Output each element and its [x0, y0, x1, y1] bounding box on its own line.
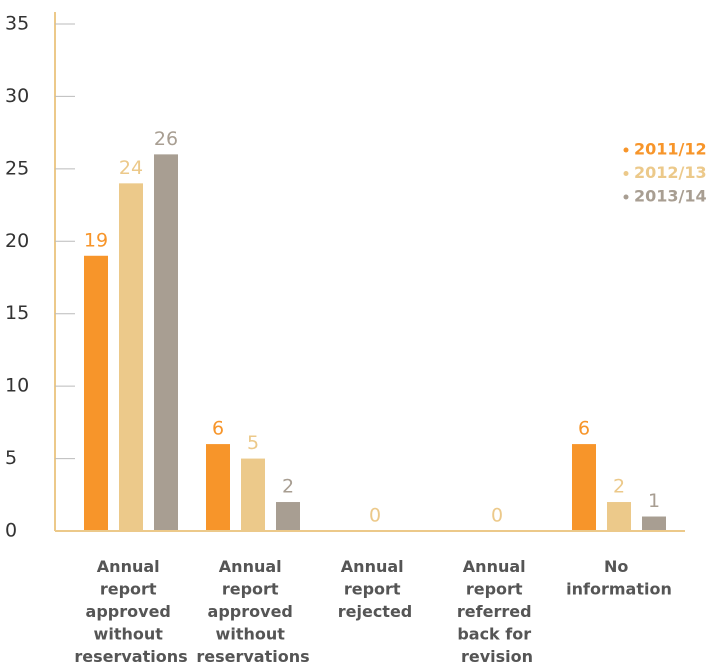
bar — [642, 516, 666, 531]
x-tick-line: reservations — [74, 647, 187, 666]
legend-dot — [623, 171, 629, 176]
x-tick-label: Annual report approved without reservati… — [74, 557, 187, 666]
bar — [607, 502, 631, 531]
y-tick-label: 5 — [5, 447, 17, 469]
value-label: 6 — [212, 418, 224, 440]
y-tick-label: 25 — [5, 157, 29, 179]
x-tick-line: revision — [461, 647, 533, 666]
x-tick-line: report — [222, 579, 284, 598]
y-tick-label: 0 — [5, 520, 17, 542]
x-tick-line: information — [566, 579, 672, 598]
legend-dot — [623, 147, 629, 153]
y-tick-label: 15 — [5, 302, 29, 324]
legend-label: 2012/13 — [634, 163, 707, 182]
value-label: 19 — [84, 229, 108, 251]
legend-dot — [623, 194, 629, 200]
x-tick-line: Annual — [341, 557, 409, 576]
y-tick-label: 35 — [5, 13, 29, 35]
value-label: 0 — [369, 505, 381, 527]
bar — [206, 444, 230, 531]
value-label: 2 — [613, 476, 625, 498]
x-tick-line: back for — [457, 624, 536, 643]
x-tick-line: approved — [208, 602, 299, 621]
y-tick-label: 20 — [5, 230, 29, 252]
x-tick-line: reservations — [196, 647, 309, 666]
x-tick-label: Annual report approved without reservati… — [196, 557, 309, 666]
value-label: 1 — [648, 490, 660, 512]
bar — [119, 183, 143, 532]
x-tick-line: report — [466, 579, 528, 598]
value-label: 5 — [247, 432, 259, 454]
value-label: 26 — [154, 128, 178, 150]
x-tick-line: No — [604, 557, 634, 576]
value-label: 24 — [119, 157, 143, 179]
x-tick-line: without — [216, 624, 291, 643]
x-tick-label: Annual report referred back for revision — [457, 557, 537, 666]
x-tick-label: Annual report rejected — [338, 557, 413, 621]
value-label: 0 — [491, 505, 503, 527]
y-tick-label: 30 — [5, 85, 29, 107]
y-tick-label: 10 — [5, 375, 29, 397]
legend-label: 2013/14 — [634, 187, 707, 206]
value-label: 6 — [578, 418, 590, 440]
x-tick-line: approved — [86, 602, 177, 621]
x-tick-line: Annual — [219, 557, 287, 576]
x-tick-line: report — [100, 579, 162, 598]
x-tick-line: rejected — [338, 602, 413, 621]
legend-label: 2011/12 — [634, 140, 707, 159]
x-tick-line: without — [94, 624, 169, 643]
bar — [84, 255, 108, 531]
x-tick-label: No information — [566, 557, 672, 599]
x-tick-line: Annual — [463, 557, 531, 576]
bar — [154, 154, 178, 531]
x-tick-line: referred — [457, 602, 537, 621]
x-tick-line: Annual — [97, 557, 165, 576]
bar — [276, 502, 300, 531]
value-label: 2 — [282, 476, 294, 498]
bar — [241, 458, 265, 531]
x-tick-line: report — [344, 579, 406, 598]
bar — [572, 444, 596, 531]
